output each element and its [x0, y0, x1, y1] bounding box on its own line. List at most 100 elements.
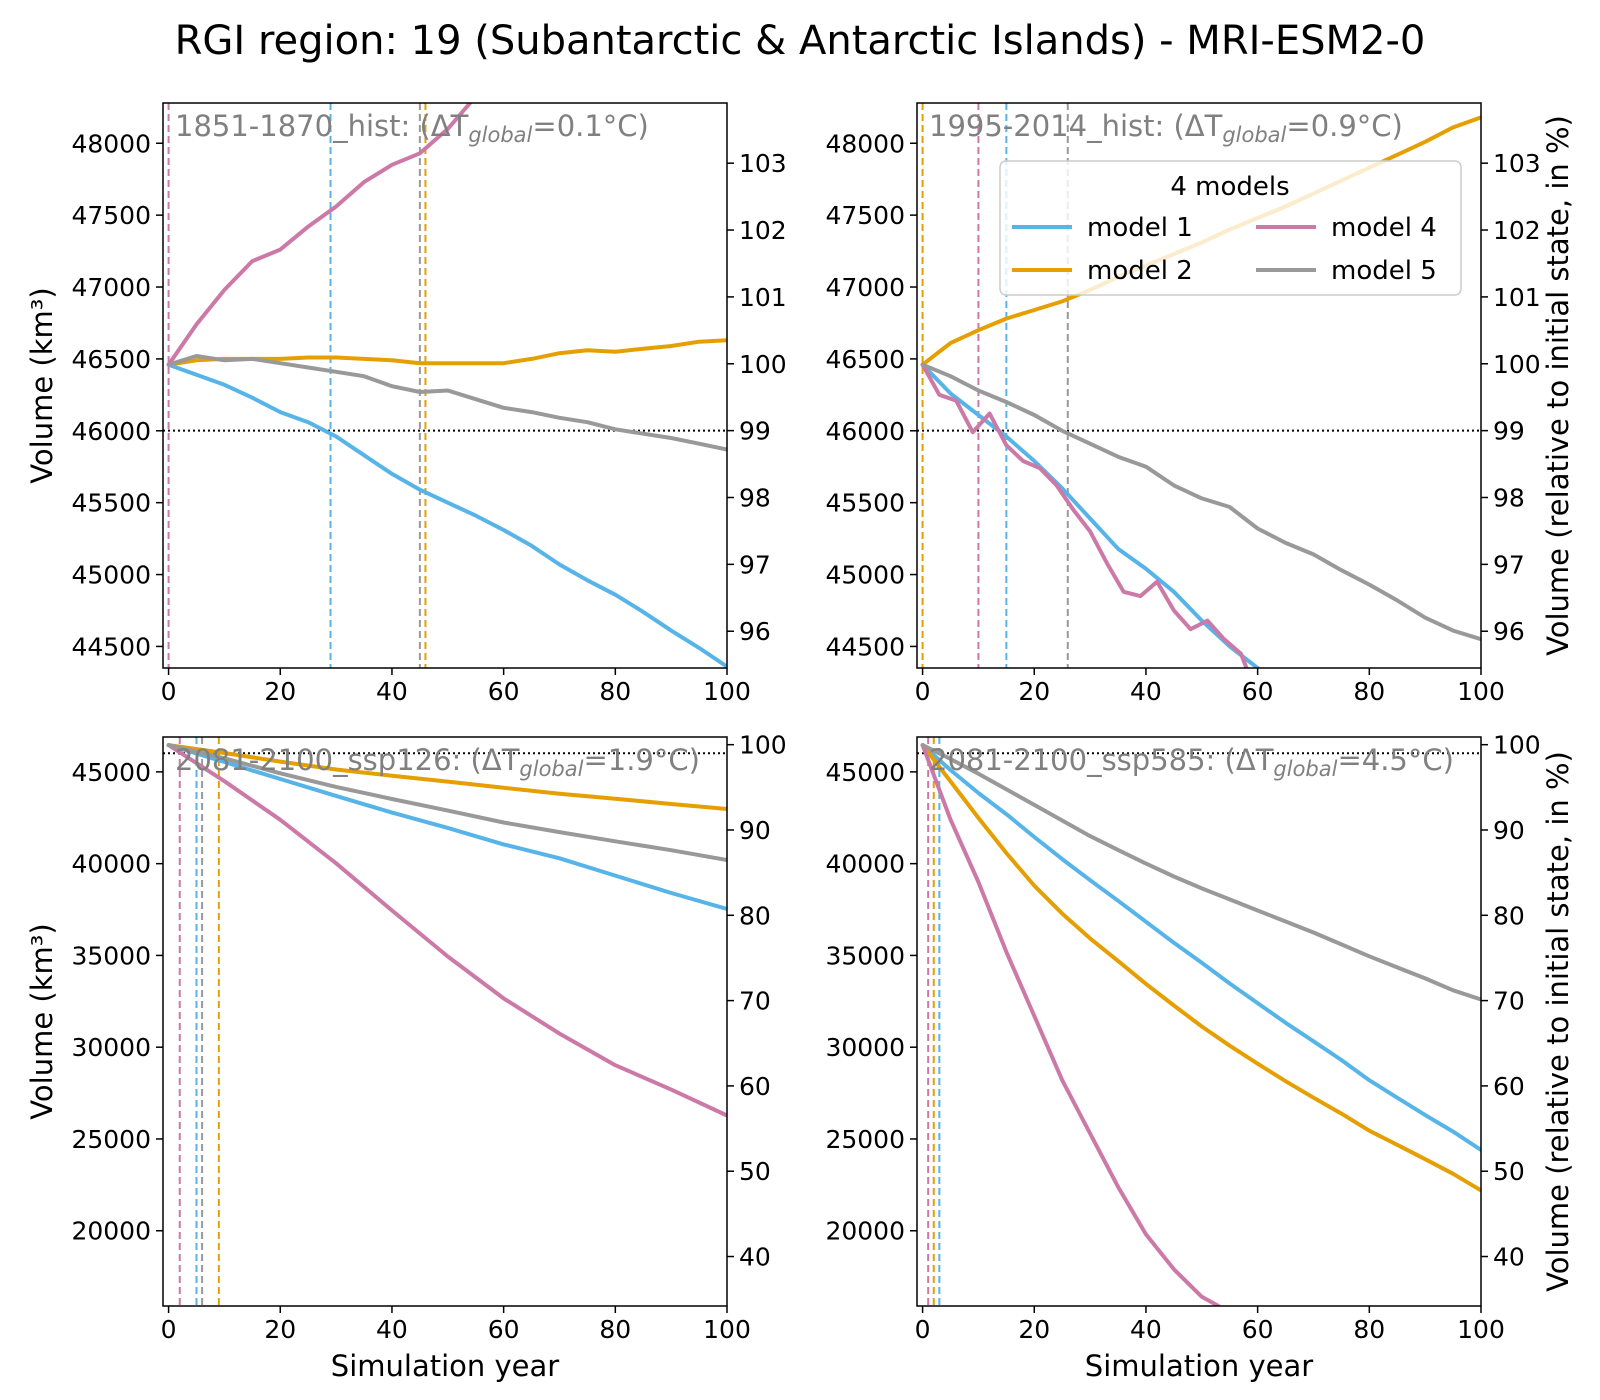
- x-tick-label: 20: [264, 677, 296, 706]
- right-y-tick-label: 50: [1493, 1157, 1525, 1186]
- x-tick-label: 80: [1353, 677, 1385, 706]
- y-tick-label: 47000: [71, 273, 151, 302]
- right-y-axis-label: Volume (relative to initial state, in %): [1541, 751, 1575, 1292]
- series-model-5: [166, 743, 727, 862]
- legend-entry: model 1: [1087, 213, 1193, 243]
- y-tick-label: 40000: [825, 850, 905, 879]
- panel-label: 2081-2100_ssp126: (ΔTglobal=1.9°C): [175, 743, 700, 781]
- series-model-1: [166, 743, 727, 911]
- right-y-tick-label: 90: [1493, 816, 1525, 845]
- panel-label: 2081-2100_ssp585: (ΔTglobal=4.5°C): [929, 743, 1454, 781]
- y-tick-label: 46000: [71, 417, 151, 446]
- x-tick-label: 40: [376, 677, 408, 706]
- panel-1: 0 20 40 60 80 100 44500 45000 45500 46000 46500 470…: [25, 102, 787, 706]
- legend-box: [999, 160, 1462, 296]
- right-y-tick-label: 40: [1493, 1243, 1525, 1272]
- y-tick-label: 44500: [71, 632, 151, 661]
- plot-area: [163, 737, 727, 1306]
- y-tick-label: 45500: [71, 489, 151, 518]
- x-tick-label: 80: [599, 1315, 631, 1344]
- x-tick-label: 0: [161, 1315, 177, 1344]
- series-model-5: [920, 743, 1481, 1002]
- right-y-tick-label: 99: [739, 417, 771, 446]
- right-y-tick-label: 102: [739, 216, 787, 245]
- x-tick-label: 80: [599, 677, 631, 706]
- x-tick-label: 40: [1130, 677, 1162, 706]
- x-axis-label: Simulation year: [1085, 1349, 1313, 1383]
- legend-entry: model 5: [1331, 256, 1437, 286]
- right-y-tick-label: 102: [1493, 216, 1541, 245]
- y-axis-label: Volume (km³): [25, 923, 59, 1119]
- right-y-tick-label: 100: [1493, 731, 1541, 760]
- right-y-tick-label: 101: [739, 283, 787, 312]
- legend-entry: model 2: [1087, 256, 1193, 286]
- series-model-1: [920, 743, 1481, 1152]
- series-model-5: [166, 354, 727, 452]
- series-model-2: [166, 338, 727, 367]
- series-model-4: [920, 743, 1221, 1306]
- y-tick-label: 45000: [825, 561, 905, 590]
- y-tick-label: 45500: [825, 489, 905, 518]
- y-tick-label: 45000: [71, 758, 151, 787]
- right-y-tick-label: 50: [739, 1157, 771, 1186]
- panel-label: 1851-1870_hist: (ΔTglobal=0.1°C): [175, 109, 649, 147]
- right-y-tick-label: 70: [739, 987, 771, 1016]
- x-tick-label: 100: [703, 677, 751, 706]
- series-model-5: [920, 362, 1481, 642]
- right-y-tick-label: 100: [739, 350, 787, 379]
- right-y-tick-label: 103: [1493, 149, 1541, 178]
- y-tick-label: 35000: [825, 941, 905, 970]
- panel-3: 0 20 40 60 80 100 20000 25000 30000 35000 40000 450…: [25, 731, 787, 1383]
- y-tick-label: 47000: [825, 273, 905, 302]
- y-tick-label: 46500: [825, 345, 905, 374]
- y-tick-label: 45000: [825, 758, 905, 787]
- legend-entry: model 4: [1331, 213, 1437, 243]
- plot-area: [917, 737, 1481, 1306]
- x-tick-label: 100: [1457, 677, 1505, 706]
- y-tick-label: 45000: [71, 561, 151, 590]
- plot-frame: [916, 102, 1482, 669]
- right-y-tick-label: 98: [739, 483, 771, 512]
- x-tick-label: 60: [488, 677, 520, 706]
- y-tick-label: 30000: [825, 1033, 905, 1062]
- right-y-tick-label: 60: [739, 1072, 771, 1101]
- right-y-tick-label: 70: [1493, 987, 1525, 1016]
- y-tick-label: 48000: [71, 129, 151, 158]
- plot-area: [163, 103, 727, 668]
- y-tick-label: 46000: [825, 417, 905, 446]
- right-y-tick-label: 96: [739, 617, 771, 646]
- series-model-2: [920, 743, 1481, 1193]
- y-tick-label: 48000: [825, 129, 905, 158]
- series-model-1: [166, 362, 727, 668]
- y-tick-label: 30000: [71, 1033, 151, 1062]
- x-tick-label: 100: [703, 1315, 751, 1344]
- right-y-tick-label: 98: [1493, 483, 1525, 512]
- y-tick-label: 46500: [71, 345, 151, 374]
- right-y-tick-label: 100: [1493, 350, 1541, 379]
- legend-title: 4 models: [1170, 172, 1289, 202]
- right-y-tick-label: 40: [739, 1243, 771, 1272]
- x-tick-label: 0: [915, 1315, 931, 1344]
- y-tick-label: 25000: [71, 1125, 151, 1154]
- right-y-tick-label: 96: [1493, 617, 1525, 646]
- y-axis-label: Volume (km³): [25, 287, 59, 483]
- plot-frame: [162, 102, 728, 669]
- right-y-tick-label: 90: [739, 816, 771, 845]
- x-tick-label: 100: [1457, 1315, 1505, 1344]
- x-tick-label: 20: [1018, 677, 1050, 706]
- right-y-tick-label: 103: [739, 149, 787, 178]
- x-tick-label: 60: [488, 1315, 520, 1344]
- series-model-4: [920, 362, 1249, 668]
- legend: 4 models model 1 model 2 model 4 model 5: [999, 160, 1462, 296]
- x-tick-label: 20: [264, 1315, 296, 1344]
- x-tick-label: 40: [376, 1315, 408, 1344]
- y-tick-label: 44500: [825, 632, 905, 661]
- right-y-tick-label: 60: [1493, 1072, 1525, 1101]
- series-model-2: [166, 743, 727, 811]
- x-tick-label: 60: [1242, 1315, 1274, 1344]
- y-tick-label: 47500: [825, 201, 905, 230]
- y-tick-label: 40000: [71, 850, 151, 879]
- plot-frame: [916, 736, 1482, 1307]
- x-tick-label: 80: [1353, 1315, 1385, 1344]
- plot-frame: [162, 736, 728, 1307]
